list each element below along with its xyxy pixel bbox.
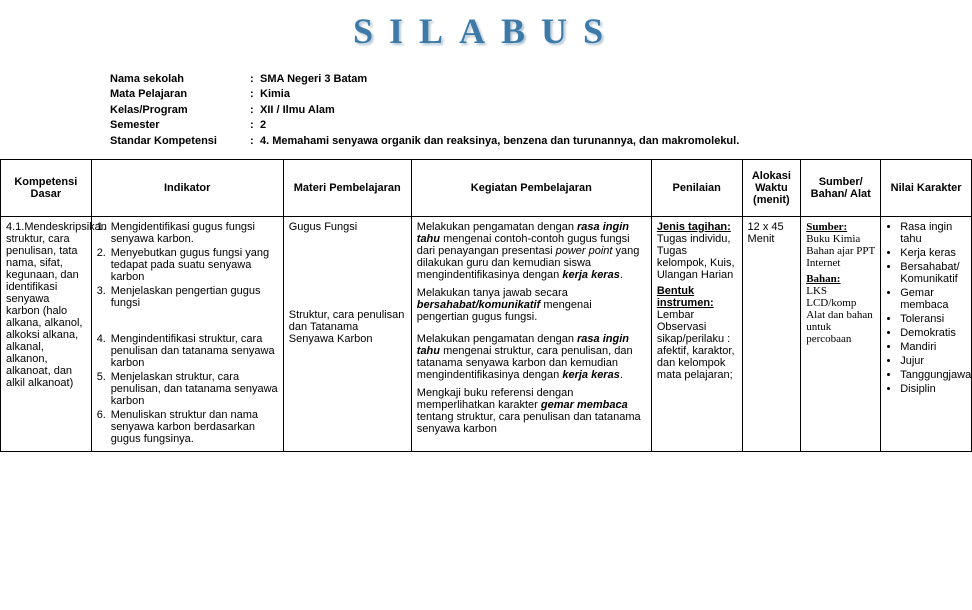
cell-penilaian: Jenis tagihan: Tugas individu, Tugas kel… [651, 216, 742, 451]
th-indikator: Indikator [91, 159, 283, 216]
header-value: 4. Memahami senyawa organik dan reaksiny… [260, 134, 739, 149]
indikator-item: Menjelaskan pengertian gugus fungsi [111, 285, 278, 309]
indikator-item: Mengindentifikasi struktur, cara penulis… [111, 333, 278, 369]
header-value: XII / Ilmu Alam [260, 103, 335, 118]
nilai-item: Demokratis [900, 327, 966, 339]
header-colon: : [250, 118, 260, 133]
header-value: SMA Negeri 3 Batam [260, 72, 367, 87]
indikator-item: Mengidentifikasi gugus fungsi senyawa ka… [111, 221, 278, 245]
nilai-item: Tanggungjawab [900, 369, 966, 381]
nilai-item: Disiplin [900, 383, 966, 395]
header-label: Standar Kompetensi [110, 134, 250, 149]
silabus-table: Kompetensi Dasar Indikator Materi Pembel… [0, 159, 972, 452]
bentuk-instrumen-items: Lembar Observasi sikap/perilaku : afekti… [657, 309, 737, 381]
header-label: Kelas/Program [110, 103, 250, 118]
cell-nilai: Rasa ingin tahu Kerja keras Bersahabat/ Ko… [881, 216, 972, 451]
cell-indikator: Mengidentifikasi gugus fungsi senyawa ka… [91, 216, 283, 451]
header-label: Mata Pelajaran [110, 87, 250, 102]
header-row: Kelas/Program : XII / Ilmu Alam [110, 103, 972, 118]
table-row: 4.1.Mendeskripsikan struktur, cara penul… [1, 216, 972, 451]
header-value: Kimia [260, 87, 290, 102]
header-value: 2 [260, 118, 266, 133]
th-materi: Materi Pembelajaran [283, 159, 411, 216]
header-block: Nama sekolah : SMA Negeri 3 Batam Mata P… [0, 72, 972, 159]
bentuk-instrumen-label: Bentuk instrumen: [657, 285, 714, 309]
materi-1: Gugus Fungsi [289, 221, 406, 233]
indikator-item: Menuliskan struktur dan nama senyawa kar… [111, 409, 278, 445]
nilai-item: Toleransi [900, 313, 966, 325]
cell-kegiatan: Melakukan pengamatan dengan rasa ingin t… [411, 216, 651, 451]
header-colon: : [250, 87, 260, 102]
nilai-item: Bersahabat/ Komunikatif [900, 261, 966, 285]
header-row: Standar Kompetensi : 4. Memahami senyawa… [110, 134, 972, 149]
header-colon: : [250, 134, 260, 149]
header-label: Semester [110, 118, 250, 133]
nilai-item: Rasa ingin tahu [900, 221, 966, 245]
jenis-tagihan-items: Tugas individu, Tugas kelompok, Kuis, Ul… [657, 233, 737, 281]
header-colon: : [250, 72, 260, 87]
table-header-row: Kompetensi Dasar Indikator Materi Pembel… [1, 159, 972, 216]
th-penilaian: Penilaian [651, 159, 742, 216]
th-nilai: Nilai Karakter [881, 159, 972, 216]
header-label: Nama sekolah [110, 72, 250, 87]
nilai-item: Jujur [900, 355, 966, 367]
th-sumber: Sumber/ Bahan/ Alat [801, 159, 881, 216]
bahan-items: LKS LCD/komp Alat dan bahan untuk percob… [806, 285, 875, 345]
header-colon: : [250, 103, 260, 118]
header-row: Mata Pelajaran : Kimia [110, 87, 972, 102]
sumber-label: Sumber: [806, 221, 847, 233]
nilai-item: Mandiri [900, 341, 966, 353]
th-kd: Kompetensi Dasar [1, 159, 92, 216]
indikator-item: Menyebutkan gugus fungsi yang tedapat pa… [111, 247, 278, 283]
cell-kd: 4.1.Mendeskripsikan struktur, cara penul… [1, 216, 92, 451]
header-row: Nama sekolah : SMA Negeri 3 Batam [110, 72, 972, 87]
header-row: Semester : 2 [110, 118, 972, 133]
materi-2: Struktur, cara penulisan dan Tatanama Se… [289, 309, 406, 345]
th-alokasi: Alokasi Waktu (menit) [742, 159, 801, 216]
cell-sumber: Sumber: Buku Kimia Bahan ajar PPT Intern… [801, 216, 881, 451]
cell-alokasi: 12 x 45 Menit [742, 216, 801, 451]
page-title: SILABUS [0, 0, 972, 72]
bahan-label: Bahan: [806, 273, 840, 285]
sumber-items: Buku Kimia Bahan ajar PPT Internet [806, 233, 875, 269]
indikator-item: Menjelaskan struktur, cara penulisan, da… [111, 371, 278, 407]
jenis-tagihan-label: Jenis tagihan: [657, 221, 731, 233]
nilai-item: Gemar membaca [900, 287, 966, 311]
nilai-item: Kerja keras [900, 247, 966, 259]
th-kegiatan: Kegiatan Pembelajaran [411, 159, 651, 216]
cell-materi: Gugus Fungsi Struktur, cara penulisan da… [283, 216, 411, 451]
